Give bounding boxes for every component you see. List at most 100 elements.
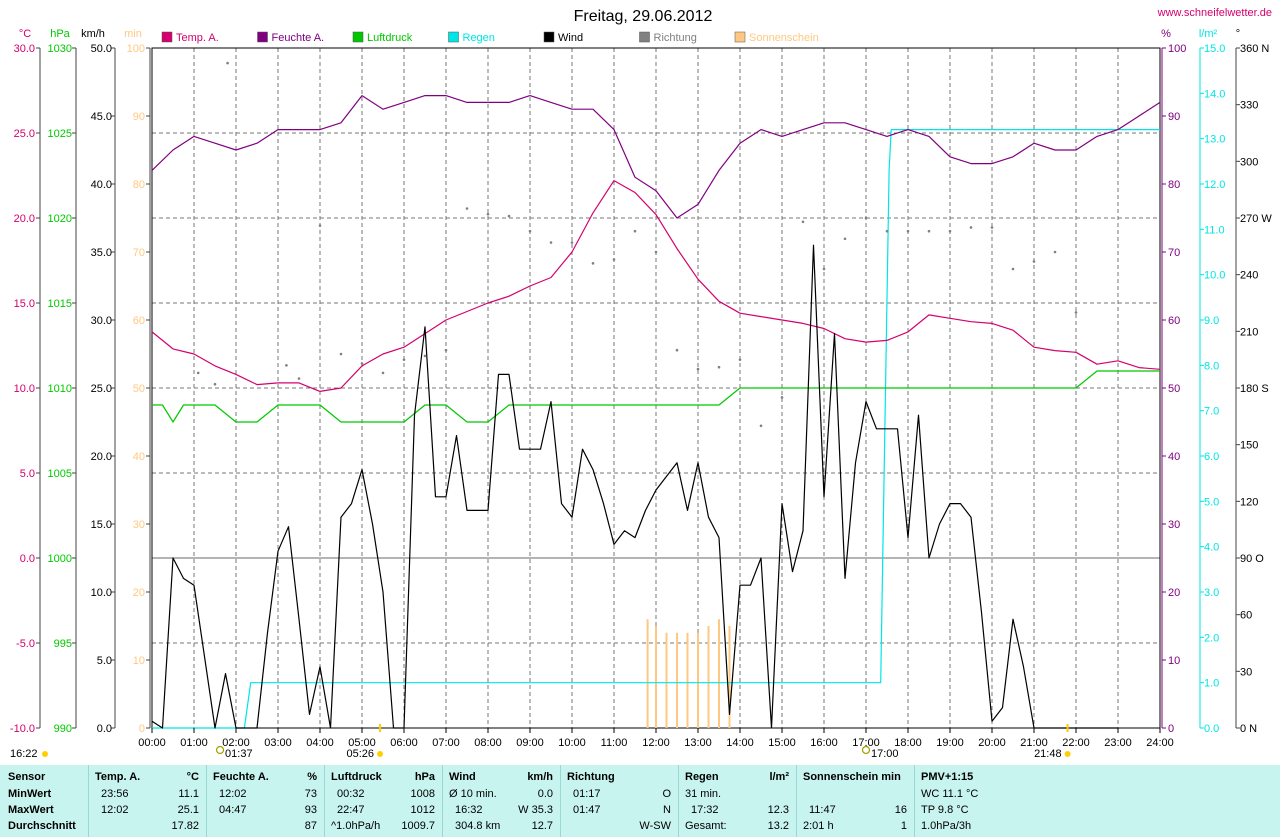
pressure-tick-label: 1005 <box>48 468 72 480</box>
stats-pressure-unit: hPa <box>414 771 435 783</box>
stats-humidity-max-time: 04:47 <box>219 804 247 816</box>
stats-temp-header: Temp. A. <box>95 771 141 783</box>
direction-point <box>990 226 994 229</box>
direction-point <box>226 61 229 65</box>
direction-point <box>801 220 805 224</box>
moon-icon <box>861 745 871 755</box>
direction-point <box>780 396 784 399</box>
stats-pressure-max: 1012 <box>410 804 435 816</box>
humidity-tick-label: 10 <box>1168 655 1180 667</box>
direction-point <box>339 352 343 356</box>
x-tick-label: 20:00 <box>978 737 1006 749</box>
stats-pmv-header: PMV+1:15 <box>921 771 974 783</box>
stats-pressure-min-time: 00:32 <box>337 788 365 800</box>
x-tick-label: 03:00 <box>264 737 292 749</box>
x-tick-label: 07:00 <box>432 737 460 749</box>
time-marker-label: 17:00 <box>871 748 899 760</box>
wind-tick-label: 50.0 <box>91 43 112 55</box>
stats-humidity-header: Feuchte A. <box>213 771 269 783</box>
temp-tick-label: 0.0 <box>20 553 35 565</box>
stats-pressure-trend: ^1.0hPa/h <box>331 820 381 832</box>
humidity-tick-label: 50 <box>1168 383 1180 395</box>
direction-point <box>1053 250 1057 254</box>
website-label[interactable]: www.schneifelwetter.de <box>1157 7 1272 19</box>
rain-tick-label: 12.0 <box>1204 179 1225 191</box>
legend-swatch <box>543 31 555 43</box>
x-tick-label: 05:00 <box>348 737 376 749</box>
x-axis: 00:00 01:00 02:00 03:00 04:00 05:00 06:00 07:00… <box>138 728 1174 749</box>
stats-pressure-column: Luftdruck hPa 00:32 1008 22:47 1012 ^1.0… <box>324 765 441 837</box>
pressure-tick-label: 1015 <box>48 298 72 310</box>
stats-sunshine-avg: 1 <box>900 820 907 832</box>
stats-wind-avg: 12.7 <box>531 820 553 832</box>
x-tick-label: 22:00 <box>1062 737 1090 749</box>
sun-icon <box>42 751 48 757</box>
luftdruck-line <box>152 370 1160 423</box>
x-tick-label: 02:00 <box>222 737 250 749</box>
direction-tick-label: 240 <box>1240 270 1258 282</box>
sunshine-unit-label: min <box>124 28 142 40</box>
legend-swatch <box>161 31 173 43</box>
legend-swatch <box>639 31 650 43</box>
x-tick-label: 21:00 <box>1020 737 1048 749</box>
x-tick-label: 08:00 <box>474 737 502 749</box>
wind-tick-label: 20.0 <box>91 451 112 463</box>
direction-tick-label: 180 S <box>1240 383 1269 395</box>
x-tick-label: 10:00 <box>558 737 586 749</box>
direction-tick-label: 60 <box>1240 610 1252 622</box>
direction-unit-label: ° <box>1236 28 1240 40</box>
direction-tick-label: 150 <box>1240 440 1258 452</box>
rain-tick-label: 7.0 <box>1204 406 1219 418</box>
stats-direction-min: O <box>662 788 671 800</box>
x-tick-label: 11:00 <box>601 737 628 749</box>
legend-label: Temp. A. <box>176 32 219 44</box>
wind-tick-label: 10.0 <box>91 587 112 599</box>
direction-point <box>318 224 322 227</box>
temp-tick-label: 30.0 <box>14 43 35 55</box>
rain-tick-label: 3.0 <box>1204 587 1219 599</box>
stats-wind-run: 304.8 km <box>455 820 501 832</box>
pressure-tick-label: 995 <box>54 638 72 650</box>
temp-tick-label: 5.0 <box>20 468 35 480</box>
direction-point <box>864 216 868 220</box>
rain-tick-label: 0.0 <box>1204 723 1219 735</box>
time-markers: 16:22 01:37 05:26 17:00 21:48 <box>10 724 1071 760</box>
stats-temp-max-time: 12:02 <box>101 804 129 816</box>
wind-tick-label: 45.0 <box>91 111 112 123</box>
x-tick-label: 12:00 <box>642 737 670 749</box>
rain-tick-label: 10.0 <box>1204 270 1225 282</box>
direction-point <box>612 258 616 261</box>
stats-sunshine-max-time: 11:47 <box>809 804 836 816</box>
legend-label: Feuchte A. <box>272 32 325 44</box>
wind-tick-label: 15.0 <box>91 519 112 531</box>
sunshine-tick-label: 20 <box>133 587 145 599</box>
humidity-tick-label: 70 <box>1168 247 1180 259</box>
direction-point <box>759 424 763 428</box>
stats-row-label: Durchschnitt <box>8 820 76 832</box>
stats-wind-avg10-label: Ø 10 min. <box>449 788 497 800</box>
direction-point <box>969 226 973 229</box>
rain-tick-label: 9.0 <box>1204 315 1219 327</box>
sunshine-tick-label: 30 <box>133 519 145 531</box>
stats-rain-header: Regen <box>685 771 719 783</box>
direction-tick-label: 120 <box>1240 496 1258 508</box>
rain-tick-label: 2.0 <box>1204 632 1219 644</box>
sunshine-tick-label: 40 <box>133 451 145 463</box>
direction-tick-label: 30 <box>1240 666 1252 678</box>
direction-point <box>570 241 574 244</box>
stats-sensor-header: Sensor <box>8 771 46 783</box>
direction-point <box>381 371 385 375</box>
series <box>151 61 1161 729</box>
wind-line <box>151 244 1118 729</box>
stats-temp-max: 25.1 <box>177 804 199 816</box>
wind-tick-label: 0.0 <box>97 723 112 735</box>
stats-row-label: MaxWert <box>8 804 54 816</box>
axes: 30.025.020.015.010.05.00.0-5.0-10.010301… <box>10 43 1272 735</box>
rain-tick-label: 4.0 <box>1204 542 1219 554</box>
stats-pmv-dewpoint: TP 9.8 °C <box>921 804 969 816</box>
direction-point <box>1011 267 1015 271</box>
time-marker-label: 16:22 <box>10 748 38 760</box>
stats-pressure-avg: 1009.7 <box>401 820 435 832</box>
legend-label: Richtung <box>654 32 697 44</box>
stats-sunshine-column: Sonnenschein min 11:47 16 2:01 h 1 <box>796 765 913 837</box>
